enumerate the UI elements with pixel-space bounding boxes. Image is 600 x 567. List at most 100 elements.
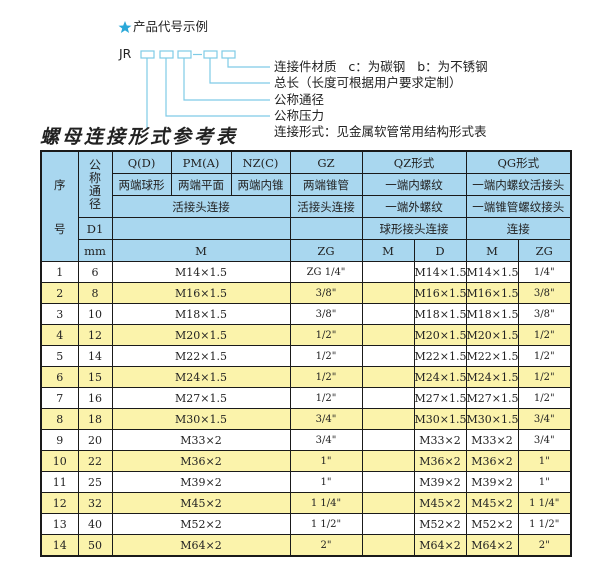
cell-qz-d: M36×2 bbox=[413, 450, 467, 472]
header-gz: GZ bbox=[289, 150, 363, 174]
cell-zg: 1" bbox=[289, 471, 363, 493]
cell-qz-d: M20×1.5 bbox=[413, 324, 467, 346]
cell-qg-zg: 3/8" bbox=[517, 303, 572, 325]
label-length: 总长（长度可根据用户要求定制） bbox=[274, 75, 462, 90]
header-qg-zg: ZG bbox=[517, 239, 572, 262]
cell-dn: 8 bbox=[77, 282, 113, 304]
cell-seq: 8 bbox=[40, 408, 79, 430]
cell-qg-zg: 1" bbox=[517, 471, 572, 493]
table-row: 7 16 M27×1.5 1/2" M27×1.5 M27×1.5 1/2" bbox=[40, 387, 572, 409]
header-zg: ZG bbox=[289, 239, 363, 262]
cell-qg-zg: 1/2" bbox=[517, 366, 572, 388]
cell-seq: 2 bbox=[40, 282, 79, 304]
header-d1: D1 bbox=[77, 217, 113, 240]
table-row: 13 40 M52×2 1 1/2" M52×2 M52×2 1 1/2" bbox=[40, 513, 572, 535]
cell-qg-m: M36×2 bbox=[465, 450, 519, 472]
cell-qz-m bbox=[361, 492, 415, 514]
header-qg: QG形式 bbox=[465, 150, 572, 174]
cell-seq: 11 bbox=[40, 471, 79, 493]
code-boxes bbox=[140, 50, 236, 59]
header-pm-desc: 两端平面 bbox=[170, 173, 232, 196]
cell-zg: 1 1/2" bbox=[289, 513, 363, 535]
cell-m: M30×1.5 bbox=[111, 408, 291, 430]
cell-m: M14×1.5 bbox=[111, 261, 291, 283]
cell-m: M27×1.5 bbox=[111, 387, 291, 409]
cell-qz-d: M52×2 bbox=[413, 513, 467, 535]
cell-dn: 16 bbox=[77, 387, 113, 409]
cell-zg: 1/2" bbox=[289, 366, 363, 388]
cell-seq: 4 bbox=[40, 324, 79, 346]
table-row: 12 32 M45×2 1 1/4" M45×2 M45×2 1 1/4" bbox=[40, 492, 572, 514]
header-qg-connection-2: 连接 bbox=[465, 217, 572, 240]
cell-qz-m bbox=[361, 471, 415, 493]
cell-qg-m: M24×1.5 bbox=[465, 366, 519, 388]
cell-qg-m: M14×1.5 bbox=[465, 261, 519, 283]
cell-qz-m bbox=[361, 324, 415, 346]
header-gz-desc: 两端锥管 bbox=[289, 173, 363, 196]
cell-qz-m bbox=[361, 429, 415, 451]
header-seq: 序号 bbox=[40, 150, 79, 262]
cell-qz-d: M64×2 bbox=[413, 534, 467, 557]
cell-qz-m bbox=[361, 282, 415, 304]
cell-dn: 40 bbox=[77, 513, 113, 535]
cell-seq: 6 bbox=[40, 366, 79, 388]
cell-dn: 18 bbox=[77, 408, 113, 430]
cell-seq: 13 bbox=[40, 513, 79, 535]
cell-seq: 14 bbox=[40, 534, 79, 557]
cell-qg-m: M22×1.5 bbox=[465, 345, 519, 367]
cell-m: M45×2 bbox=[111, 492, 291, 514]
cell-seq: 3 bbox=[40, 303, 79, 325]
leader-lines bbox=[146, 58, 270, 130]
cell-qg-zg: 3/4" bbox=[517, 429, 572, 451]
cell-zg: 3/4" bbox=[289, 408, 363, 430]
header-pm: PM(A) bbox=[170, 150, 232, 174]
cell-qg-m: M16×1.5 bbox=[465, 282, 519, 304]
cell-qg-m: M33×2 bbox=[465, 429, 519, 451]
header-qz-connection: 一端外螺纹 bbox=[361, 195, 467, 218]
header-qg-connection: 一端锥管螺纹接头 bbox=[465, 195, 572, 218]
header-empty bbox=[111, 217, 291, 240]
cell-m: M36×2 bbox=[111, 450, 291, 472]
cell-m: M20×1.5 bbox=[111, 324, 291, 346]
cell-qz-d: M22×1.5 bbox=[413, 345, 467, 367]
table-title: 螺母连接形式参考表 bbox=[40, 126, 239, 148]
cell-zg: 1/2" bbox=[289, 387, 363, 409]
cell-qg-zg: 1 1/4" bbox=[517, 492, 572, 514]
cell-qg-zg: 3/8" bbox=[517, 282, 572, 304]
cell-seq: 9 bbox=[40, 429, 79, 451]
header-qz-desc: 一端内螺纹 bbox=[361, 173, 467, 196]
cell-m: M18×1.5 bbox=[111, 303, 291, 325]
cell-qz-d: M39×2 bbox=[413, 471, 467, 493]
cell-dn: 15 bbox=[77, 366, 113, 388]
cell-qg-zg: 1 1/2" bbox=[517, 513, 572, 535]
cell-qg-zg: 1/2" bbox=[517, 324, 572, 346]
cell-qg-m: M64×2 bbox=[465, 534, 519, 557]
header-gz-connection: 活接头连接 bbox=[289, 195, 363, 218]
table-row: 11 25 M39×2 1" M39×2 M39×2 1" bbox=[40, 471, 572, 493]
table-row: 2 8 M16×1.5 3/8" M16×1.5 M16×1.5 3/8" bbox=[40, 282, 572, 304]
cell-m: M16×1.5 bbox=[111, 282, 291, 304]
header-empty bbox=[289, 217, 363, 240]
header-m: M bbox=[111, 239, 291, 262]
cell-qg-m: M30×1.5 bbox=[465, 408, 519, 430]
table-row: 9 20 M33×2 3/4" M33×2 M33×2 3/4" bbox=[40, 429, 572, 451]
cell-zg: 1/2" bbox=[289, 345, 363, 367]
header-mm: mm bbox=[77, 239, 113, 262]
cell-dn: 10 bbox=[77, 303, 113, 325]
cell-seq: 1 bbox=[40, 261, 79, 283]
label-nominal-diameter: 公称通径 bbox=[274, 92, 325, 107]
cell-qz-d: M33×2 bbox=[413, 429, 467, 451]
table-row: 10 22 M36×2 1" M36×2 M36×2 1" bbox=[40, 450, 572, 472]
cell-dn: 22 bbox=[77, 450, 113, 472]
header-qz-d: D bbox=[413, 239, 467, 262]
cell-qz-d: M16×1.5 bbox=[413, 282, 467, 304]
code-prefix: JR bbox=[119, 46, 132, 61]
cell-zg: 3/8" bbox=[289, 282, 363, 304]
cell-qz-m bbox=[361, 345, 415, 367]
cell-qg-zg: 2" bbox=[517, 534, 572, 557]
cell-qz-m bbox=[361, 534, 415, 557]
cell-m: M39×2 bbox=[111, 471, 291, 493]
cell-qg-zg: 3/4" bbox=[517, 408, 572, 430]
header-seq-top: 序 bbox=[54, 177, 66, 192]
